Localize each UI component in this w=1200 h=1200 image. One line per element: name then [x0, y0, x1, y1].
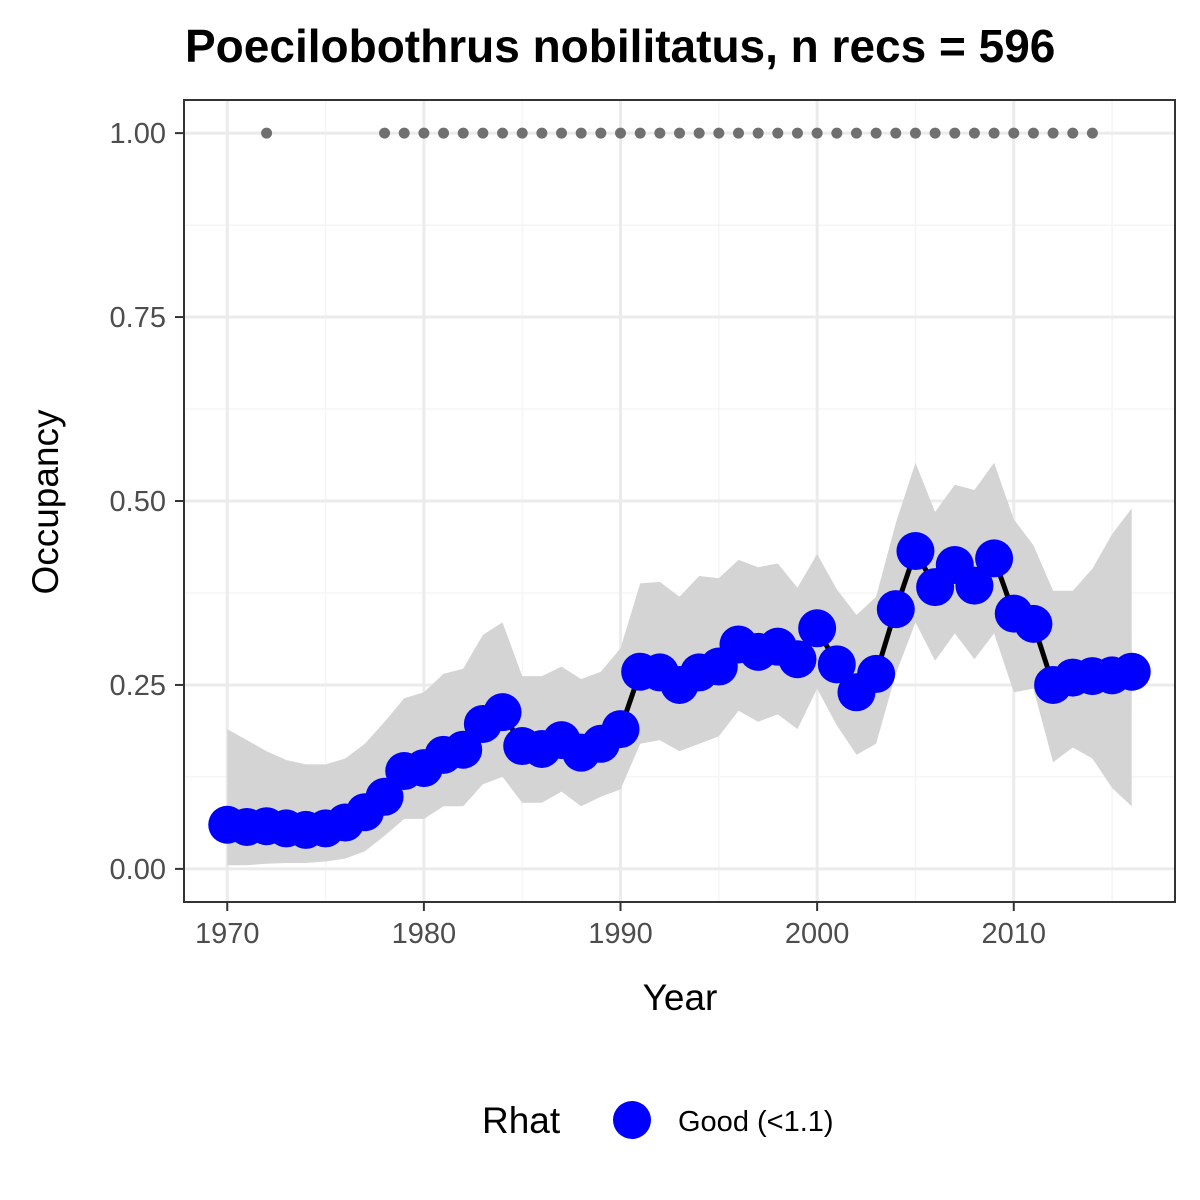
record-dot — [850, 127, 862, 139]
occupancy-point — [778, 640, 817, 679]
record-dot — [654, 127, 666, 139]
record-dot — [497, 127, 509, 139]
record-points — [261, 127, 1098, 139]
record-dot — [536, 127, 548, 139]
x-axis-ticks: 1970 1980 1990 2000 2010 — [195, 902, 1046, 950]
y-tick-label: 1.00 — [110, 118, 166, 150]
record-dot — [752, 127, 764, 139]
record-dot — [949, 127, 961, 139]
occupancy-point — [1014, 604, 1053, 643]
y-tick-label: 0.00 — [110, 854, 166, 886]
record-dot — [909, 127, 921, 139]
record-dot — [379, 127, 391, 139]
occupancy-point — [798, 609, 837, 648]
record-dot — [1027, 127, 1039, 139]
record-dot — [831, 127, 843, 139]
record-dot — [988, 127, 1000, 139]
record-dot — [772, 127, 784, 139]
record-dot — [890, 127, 902, 139]
y-tick-label: 0.75 — [110, 302, 166, 334]
y-tick-label: 0.50 — [110, 486, 166, 518]
chart-title: Poecilobothrus nobilitatus, n recs = 596 — [185, 20, 1055, 72]
x-tick-label: 2010 — [982, 918, 1047, 950]
legend-label-good: Good (<1.1) — [678, 1106, 834, 1138]
record-dot — [968, 127, 980, 139]
occupancy-point — [876, 590, 915, 629]
record-dot — [575, 127, 587, 139]
record-dot — [811, 127, 823, 139]
record-dot — [732, 127, 744, 139]
occupancy-point — [1112, 652, 1151, 691]
record-dot — [398, 127, 410, 139]
record-dot — [1047, 127, 1059, 139]
x-tick-label: 1990 — [588, 918, 653, 950]
record-dot — [693, 127, 705, 139]
record-dot — [929, 127, 941, 139]
occupancy-point — [857, 654, 896, 693]
occupancy-point — [601, 710, 640, 749]
occupancy-points — [208, 532, 1151, 849]
record-dot — [595, 127, 607, 139]
occupancy-point — [817, 645, 856, 684]
y-axis-title: Occupancy — [25, 409, 66, 595]
occupancy-point — [975, 539, 1014, 578]
record-dot — [418, 127, 430, 139]
record-dot — [713, 127, 725, 139]
x-tick-label: 1980 — [392, 918, 457, 950]
record-dot — [615, 127, 627, 139]
legend-title: Rhat — [482, 1100, 561, 1141]
record-dot — [634, 127, 646, 139]
record-dot — [556, 127, 568, 139]
record-dot — [1008, 127, 1020, 139]
y-axis-ticks: 0.00 0.25 0.50 0.75 1.00 — [110, 118, 184, 886]
record-dot — [261, 127, 273, 139]
x-tick-label: 1970 — [195, 918, 260, 950]
record-dot — [674, 127, 685, 139]
occupancy-point — [365, 777, 404, 816]
record-dot — [438, 127, 450, 139]
occupancy-point — [483, 693, 522, 732]
record-dot — [477, 127, 489, 139]
occupancy-point — [896, 532, 935, 571]
x-axis-title: Year — [643, 977, 718, 1018]
record-dot — [870, 127, 882, 139]
record-dot — [457, 127, 469, 139]
record-dot — [1086, 127, 1098, 139]
record-dot — [791, 127, 803, 139]
y-tick-label: 0.25 — [110, 670, 166, 702]
occupancy-point — [444, 730, 483, 769]
legend-key-good — [613, 1101, 651, 1139]
x-tick-label: 2000 — [785, 918, 850, 950]
record-dot — [516, 127, 528, 139]
record-dot — [1067, 127, 1079, 139]
occupancy-point — [955, 566, 994, 605]
legend: Rhat Good (<1.1) — [482, 1100, 834, 1141]
